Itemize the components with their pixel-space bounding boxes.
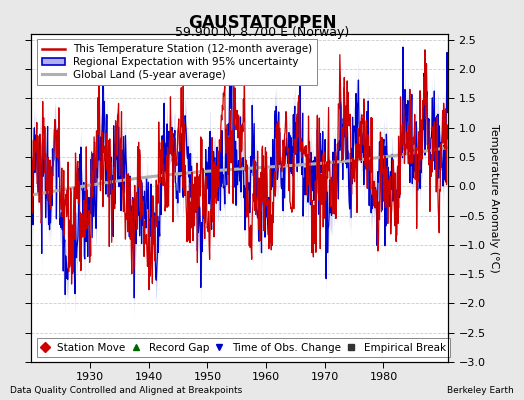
Text: Data Quality Controlled and Aligned at Breakpoints: Data Quality Controlled and Aligned at B… (10, 386, 243, 395)
Text: GAUSTATOPPEN: GAUSTATOPPEN (188, 14, 336, 32)
Legend: Station Move, Record Gap, Time of Obs. Change, Empirical Break: Station Move, Record Gap, Time of Obs. C… (37, 338, 450, 357)
Y-axis label: Temperature Anomaly (°C): Temperature Anomaly (°C) (489, 124, 499, 272)
Text: Berkeley Earth: Berkeley Earth (447, 386, 514, 395)
Text: 59.900 N, 8.700 E (Norway): 59.900 N, 8.700 E (Norway) (175, 26, 349, 39)
